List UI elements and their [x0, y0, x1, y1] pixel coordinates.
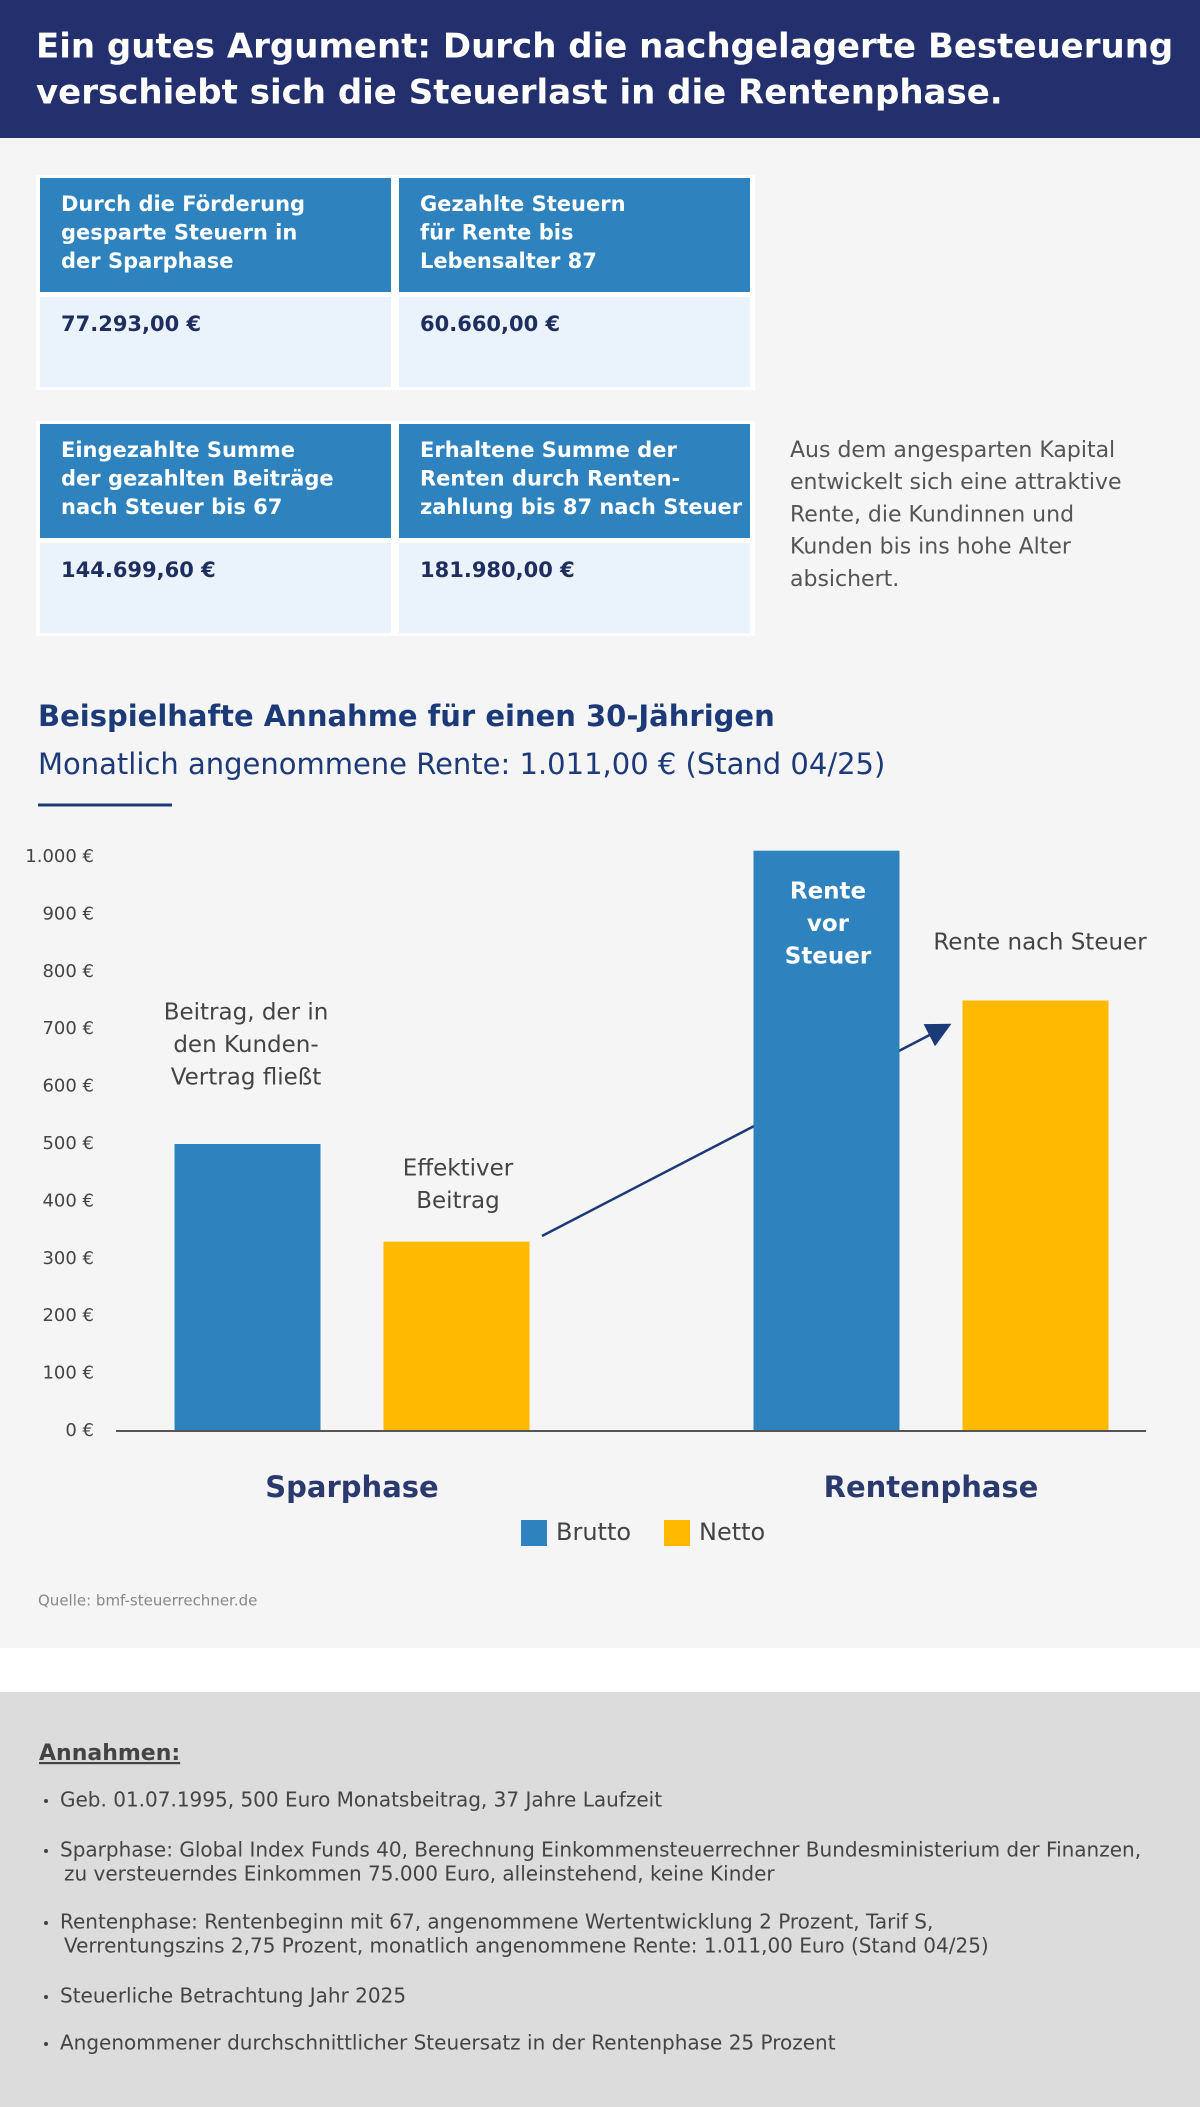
- y-tick-label: 200 €: [42, 1305, 94, 1326]
- assumption-text: Geb. 01.07.1995, 500 Euro Monatsbeitrag,…: [60, 1788, 662, 1812]
- table-value-text: 181.980,00 €: [420, 558, 575, 582]
- table-value-cell: [399, 543, 750, 633]
- table-value-cell: [40, 543, 391, 633]
- bar: [753, 850, 900, 1431]
- table-header-text: zahlung bis 87 nach Steuer: [420, 495, 743, 519]
- table-value-cell: [40, 297, 391, 387]
- table-header-cell: [399, 424, 750, 538]
- annotation: Rente: [790, 879, 866, 905]
- x-tick-label: Sparphase: [265, 1470, 438, 1504]
- bullet: [44, 2042, 48, 2046]
- annotation: Vertrag fließt: [171, 1065, 322, 1091]
- y-tick-label: 1.000 €: [25, 846, 94, 867]
- annotation: Steuer: [785, 944, 872, 970]
- bar: [962, 1000, 1109, 1431]
- y-tick-label: 900 €: [42, 903, 94, 924]
- bar: [174, 1144, 321, 1431]
- table-header-text: für Rente bis: [420, 221, 573, 245]
- assumption-text: Sparphase: Global Index Funds 40, Berech…: [60, 1838, 1141, 1862]
- assumption-text: Angenommener durchschnittlicher Steuersa…: [60, 2031, 836, 2055]
- bullet: [44, 1921, 48, 1925]
- y-tick-label: 700 €: [42, 1018, 94, 1039]
- assumptions-title: Annahmen:: [39, 1741, 180, 1766]
- legend-swatch: [664, 1520, 690, 1546]
- chart-subtitle: Monatlich angenommene Rente: 1.011,00 € …: [38, 747, 885, 781]
- header-band: [0, 0, 1200, 138]
- bullet: [44, 1995, 48, 1999]
- side-text: Kunden bis ins hohe Alter: [790, 535, 1072, 560]
- annotation: Beitrag: [416, 1188, 500, 1214]
- y-tick-label: 0 €: [65, 1420, 94, 1441]
- table-header-text: Gezahlte Steuern: [420, 192, 626, 216]
- bullet: [44, 1799, 48, 1803]
- table-header-text: der Sparphase: [61, 249, 234, 273]
- annotation: den Kunden-: [173, 1032, 318, 1058]
- y-tick-label: 300 €: [42, 1248, 94, 1269]
- table-value-text: 60.660,00 €: [420, 312, 560, 336]
- annotation: Rente nach Steuer: [933, 930, 1147, 956]
- assumption-text: Rentenphase: Rentenbeginn mit 67, angeno…: [60, 1910, 933, 1934]
- assumptions-panel: [0, 1692, 1200, 2107]
- table-value-text: 77.293,00 €: [61, 312, 201, 336]
- annotation: Beitrag, der in: [164, 1000, 329, 1026]
- side-text: Aus dem angesparten Kapital: [790, 438, 1115, 463]
- assumption-text: zu versteuerndes Einkommen 75.000 Euro, …: [64, 1862, 775, 1886]
- assumption-text: Steuerliche Betrachtung Jahr 2025: [60, 1984, 406, 2008]
- legend-label: Brutto: [556, 1518, 631, 1546]
- table-header-text: gesparte Steuern in: [61, 221, 297, 245]
- table-value-text: 144.699,60 €: [61, 558, 216, 582]
- side-text: Rente, die Kundinnen und: [790, 502, 1074, 527]
- bar: [383, 1241, 530, 1431]
- y-tick-label: 600 €: [42, 1076, 94, 1097]
- annotation: vor: [807, 911, 850, 937]
- y-tick-label: 500 €: [42, 1133, 94, 1154]
- assumption-text: Verrentungszins 2,75 Prozent, monatlich …: [64, 1934, 989, 1958]
- y-tick-label: 100 €: [42, 1363, 94, 1384]
- table-header-text: Lebensalter 87: [420, 249, 597, 273]
- header-title: verschiebt sich die Steuerlast in die Re…: [36, 73, 1003, 113]
- y-tick-label: 800 €: [42, 961, 94, 982]
- y-tick-label: 400 €: [42, 1190, 94, 1211]
- source: Quelle: bmf-steuerrechner.de: [38, 1592, 257, 1610]
- bullet: [44, 1849, 48, 1853]
- table-value-cell: [399, 297, 750, 387]
- table-header-text: Renten durch Renten-: [420, 467, 680, 491]
- table-header-text: Durch die Förderung: [61, 192, 305, 216]
- table-header-cell: [40, 178, 391, 292]
- side-text: entwickelt sich eine attraktive: [790, 470, 1122, 495]
- x-tick-label: Rentenphase: [824, 1470, 1039, 1504]
- legend-label: Netto: [699, 1518, 765, 1546]
- table-header-text: nach Steuer bis 67: [61, 495, 282, 519]
- header-title: Ein gutes Argument: Durch die nachgelage…: [36, 27, 1173, 67]
- table-header-text: Erhaltene Summe der: [420, 438, 677, 462]
- table-header-text: Eingezahlte Summe: [61, 438, 295, 462]
- chart-title: Beispielhafte Annahme für einen 30-Jähri…: [38, 699, 775, 733]
- annotation: Effektiver: [403, 1156, 514, 1182]
- table-header-cell: [40, 424, 391, 538]
- table-header-text: der gezahlten Beiträge: [61, 467, 334, 491]
- table-header-cell: [399, 178, 750, 292]
- side-text: absichert.: [790, 567, 899, 592]
- legend-swatch: [521, 1520, 547, 1546]
